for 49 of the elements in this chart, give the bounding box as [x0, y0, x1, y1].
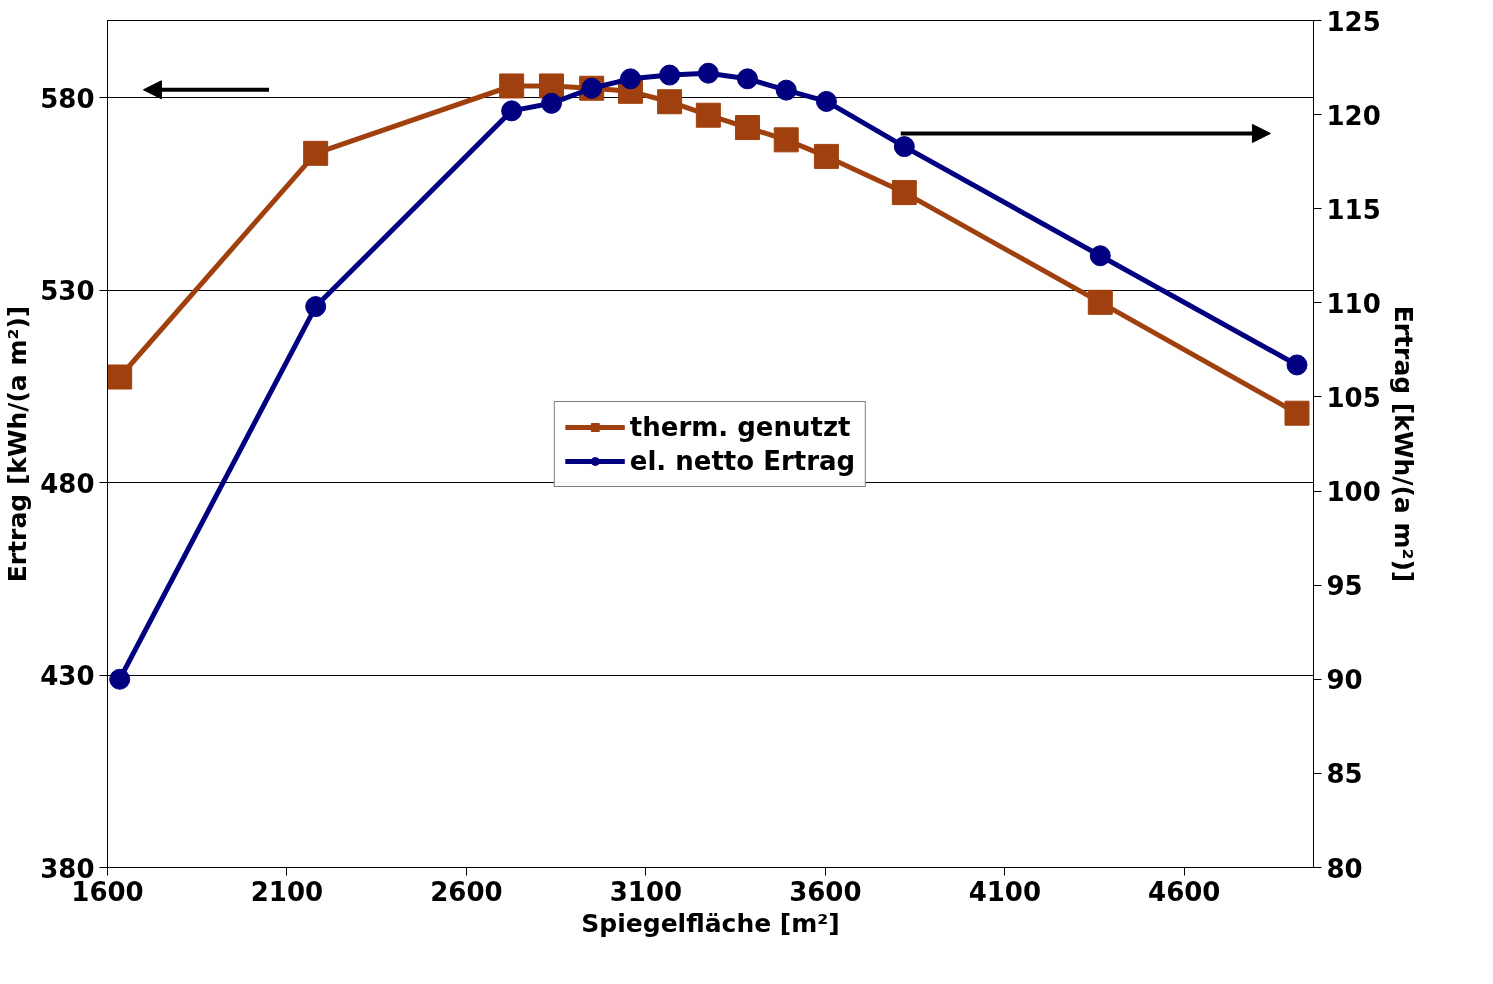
x-tick-label: 4100	[968, 876, 1042, 907]
x-axis-title: Spiegelfläche [m²]	[581, 908, 840, 938]
x-tick-label: 3600	[789, 876, 862, 907]
point	[499, 73, 525, 99]
y2-tick-label: 85	[1326, 759, 1363, 790]
y2-tick-label: 90	[1326, 665, 1363, 696]
point	[1286, 354, 1308, 376]
y2-tick-label: 115	[1326, 194, 1381, 225]
point	[619, 68, 641, 90]
point	[813, 143, 839, 169]
point	[695, 102, 721, 128]
point	[501, 100, 523, 122]
y2-axis-title: Ertrag [kWh/(a m²)]	[1388, 305, 1418, 583]
point	[303, 140, 329, 166]
point	[1087, 289, 1113, 315]
x-tick-label: 2100	[250, 876, 324, 907]
point	[1284, 400, 1310, 426]
y-tick-label: 430	[40, 661, 95, 691]
y2-tick-label: 95	[1326, 571, 1363, 602]
point	[815, 90, 837, 112]
point	[1089, 245, 1111, 267]
y-tick-label: 530	[40, 276, 95, 306]
point	[540, 92, 562, 114]
y2-tick-label: 120	[1326, 100, 1381, 131]
point	[697, 62, 719, 84]
point	[734, 115, 760, 141]
point	[736, 68, 758, 90]
legend-label: therm. genutzt	[629, 411, 851, 442]
point	[893, 136, 915, 158]
point	[109, 668, 131, 690]
point	[891, 180, 917, 206]
point	[657, 89, 683, 115]
y2-tick-label: 125	[1326, 6, 1381, 37]
y-tick-label: 480	[40, 468, 95, 499]
y2-tick-label: 100	[1326, 477, 1381, 508]
y2-tick-label: 110	[1326, 288, 1381, 319]
point	[305, 296, 327, 318]
y-tick-label: 580	[40, 83, 95, 114]
x-tick-label: 3100	[609, 876, 683, 907]
point	[775, 79, 797, 101]
point	[773, 127, 799, 153]
x-tick-label: 4600	[1148, 876, 1221, 907]
point	[659, 64, 681, 86]
y2-tick-label: 80	[1326, 853, 1363, 884]
x-tick-label: 2600	[430, 876, 503, 907]
y-axis-title: Ertrag [kWh/(a m²)]	[3, 305, 33, 583]
y2-tick-label: 105	[1326, 382, 1381, 413]
legend-label: el. netto Ertrag	[629, 445, 856, 476]
point	[107, 364, 133, 390]
